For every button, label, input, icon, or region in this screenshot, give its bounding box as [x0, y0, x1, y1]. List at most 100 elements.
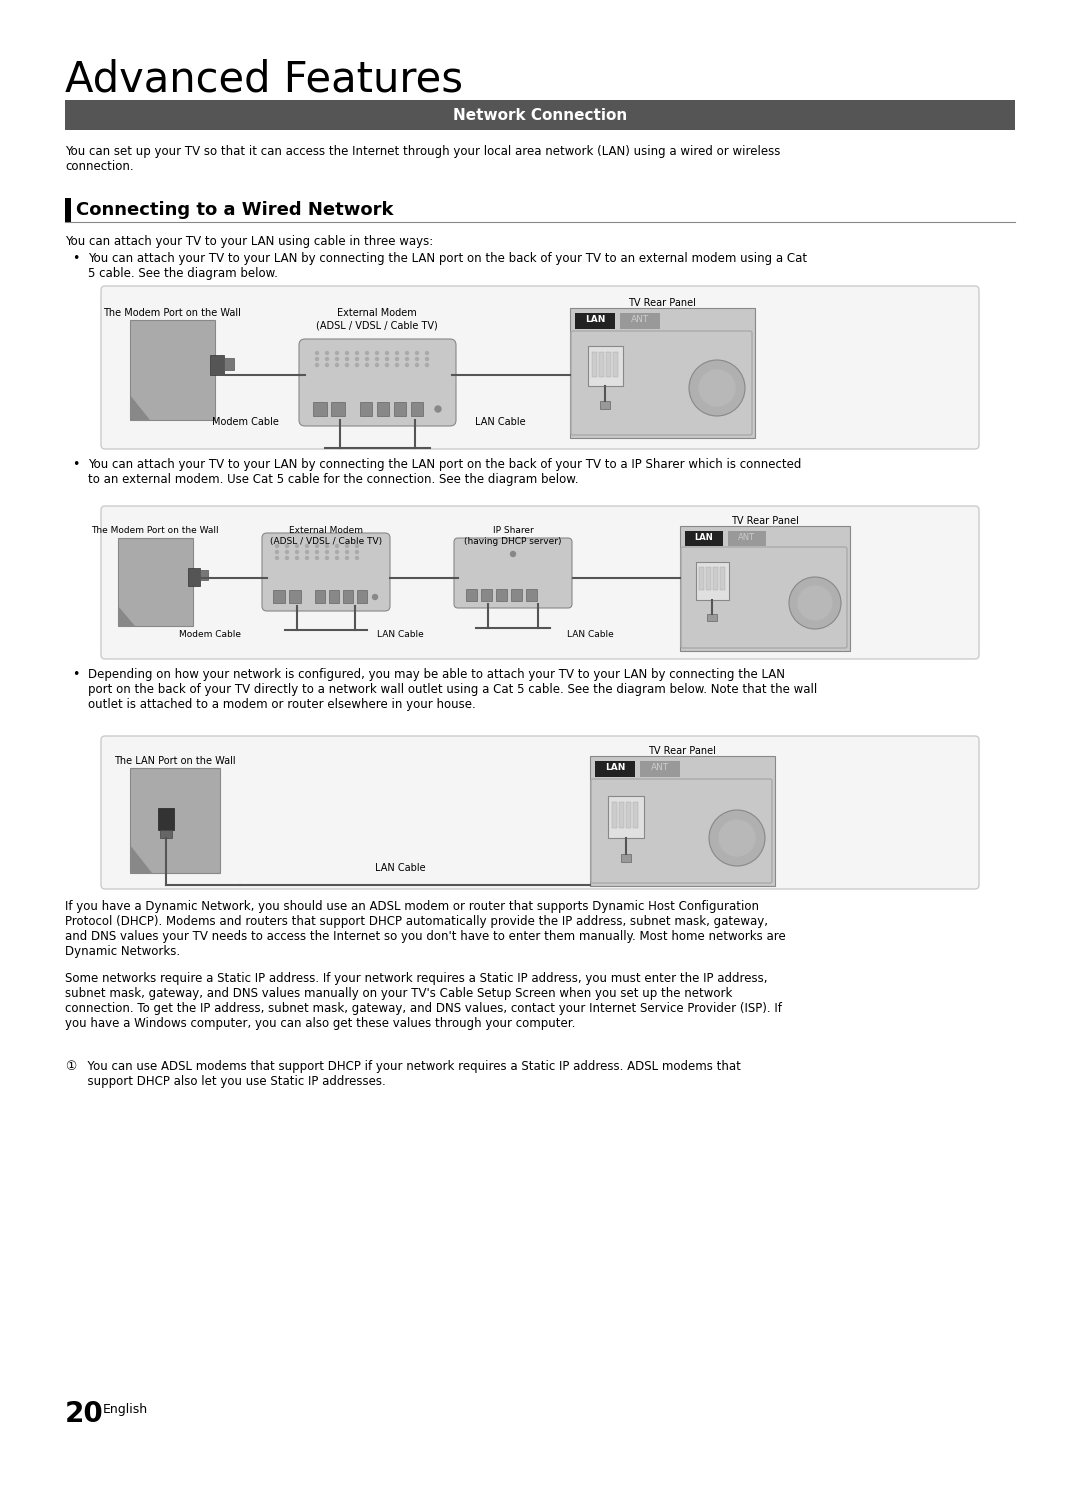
Circle shape: [405, 357, 408, 360]
Circle shape: [336, 357, 338, 360]
Circle shape: [426, 351, 429, 354]
Circle shape: [373, 595, 378, 599]
FancyBboxPatch shape: [102, 506, 978, 659]
Bar: [158, 808, 174, 831]
Circle shape: [365, 363, 368, 366]
Circle shape: [346, 550, 349, 553]
Bar: [570, 308, 755, 438]
Circle shape: [386, 357, 389, 360]
Bar: [640, 760, 680, 777]
Bar: [360, 402, 372, 415]
Bar: [707, 614, 717, 622]
Circle shape: [296, 550, 298, 553]
Circle shape: [416, 351, 419, 354]
Bar: [626, 802, 631, 828]
Circle shape: [719, 820, 755, 856]
Text: Advanced Features: Advanced Features: [65, 58, 463, 100]
Circle shape: [315, 556, 319, 559]
Bar: [357, 590, 367, 604]
Bar: [706, 568, 711, 590]
Text: Network Connection: Network Connection: [453, 108, 627, 123]
Text: You can attach your TV to your LAN by connecting the LAN port on the back of you: You can attach your TV to your LAN by co…: [87, 459, 801, 486]
Circle shape: [325, 363, 328, 366]
Text: •: •: [72, 459, 79, 471]
Circle shape: [798, 586, 832, 620]
Circle shape: [306, 550, 309, 553]
Bar: [330, 402, 345, 415]
Circle shape: [355, 363, 359, 366]
Circle shape: [336, 550, 338, 553]
Bar: [377, 402, 389, 415]
Circle shape: [708, 810, 765, 867]
Circle shape: [395, 357, 399, 360]
Bar: [612, 802, 617, 828]
Text: ANT: ANT: [631, 315, 649, 324]
Text: LAN Cable: LAN Cable: [567, 630, 613, 639]
Bar: [606, 353, 611, 376]
Text: TV Rear Panel: TV Rear Panel: [629, 297, 696, 308]
Bar: [224, 359, 234, 371]
Circle shape: [376, 351, 378, 354]
Circle shape: [789, 577, 841, 629]
Circle shape: [376, 363, 378, 366]
Text: The Modem Port on the Wall: The Modem Port on the Wall: [91, 526, 219, 535]
Bar: [118, 538, 193, 626]
Circle shape: [395, 351, 399, 354]
Text: ANT: ANT: [651, 763, 670, 772]
Bar: [590, 756, 775, 886]
Bar: [273, 590, 285, 604]
Bar: [315, 590, 325, 604]
Circle shape: [346, 556, 349, 559]
Text: The Modem Port on the Wall: The Modem Port on the Wall: [103, 308, 241, 318]
Circle shape: [355, 550, 359, 553]
Text: (ADSL / VDSL / Cable TV): (ADSL / VDSL / Cable TV): [270, 536, 382, 545]
Bar: [696, 562, 729, 601]
Circle shape: [355, 556, 359, 559]
Bar: [411, 402, 423, 415]
Bar: [329, 590, 339, 604]
Circle shape: [275, 556, 279, 559]
Circle shape: [336, 351, 338, 354]
Bar: [200, 571, 208, 580]
Text: ANT: ANT: [739, 533, 756, 542]
Circle shape: [325, 556, 328, 559]
Bar: [313, 402, 327, 415]
Bar: [600, 400, 610, 409]
Bar: [130, 320, 215, 420]
Circle shape: [296, 556, 298, 559]
Circle shape: [306, 544, 309, 547]
Circle shape: [689, 360, 745, 415]
Circle shape: [426, 363, 429, 366]
Text: (having DHCP server): (having DHCP server): [464, 536, 562, 545]
Circle shape: [365, 351, 368, 354]
Bar: [481, 589, 492, 601]
Bar: [699, 568, 704, 590]
Circle shape: [405, 351, 408, 354]
Text: LAN Cable: LAN Cable: [375, 864, 426, 872]
Text: 20: 20: [65, 1400, 104, 1428]
Circle shape: [376, 357, 378, 360]
Bar: [608, 796, 644, 838]
Text: (ADSL / VDSL / Cable TV): (ADSL / VDSL / Cable TV): [316, 320, 437, 330]
Bar: [621, 855, 631, 862]
Circle shape: [315, 357, 319, 360]
Bar: [394, 402, 406, 415]
Circle shape: [405, 363, 408, 366]
Circle shape: [699, 371, 735, 406]
Circle shape: [416, 357, 419, 360]
Circle shape: [426, 357, 429, 360]
Circle shape: [315, 363, 319, 366]
Text: LAN Cable: LAN Cable: [475, 417, 525, 427]
Circle shape: [386, 363, 389, 366]
Circle shape: [285, 550, 288, 553]
Bar: [575, 314, 615, 329]
Text: •: •: [72, 668, 79, 681]
Bar: [720, 568, 725, 590]
Circle shape: [325, 351, 328, 354]
Bar: [619, 802, 624, 828]
Bar: [343, 590, 353, 604]
Bar: [588, 347, 623, 385]
Text: LAN: LAN: [584, 315, 605, 324]
Text: ①: ①: [65, 1061, 77, 1073]
Polygon shape: [130, 394, 150, 420]
